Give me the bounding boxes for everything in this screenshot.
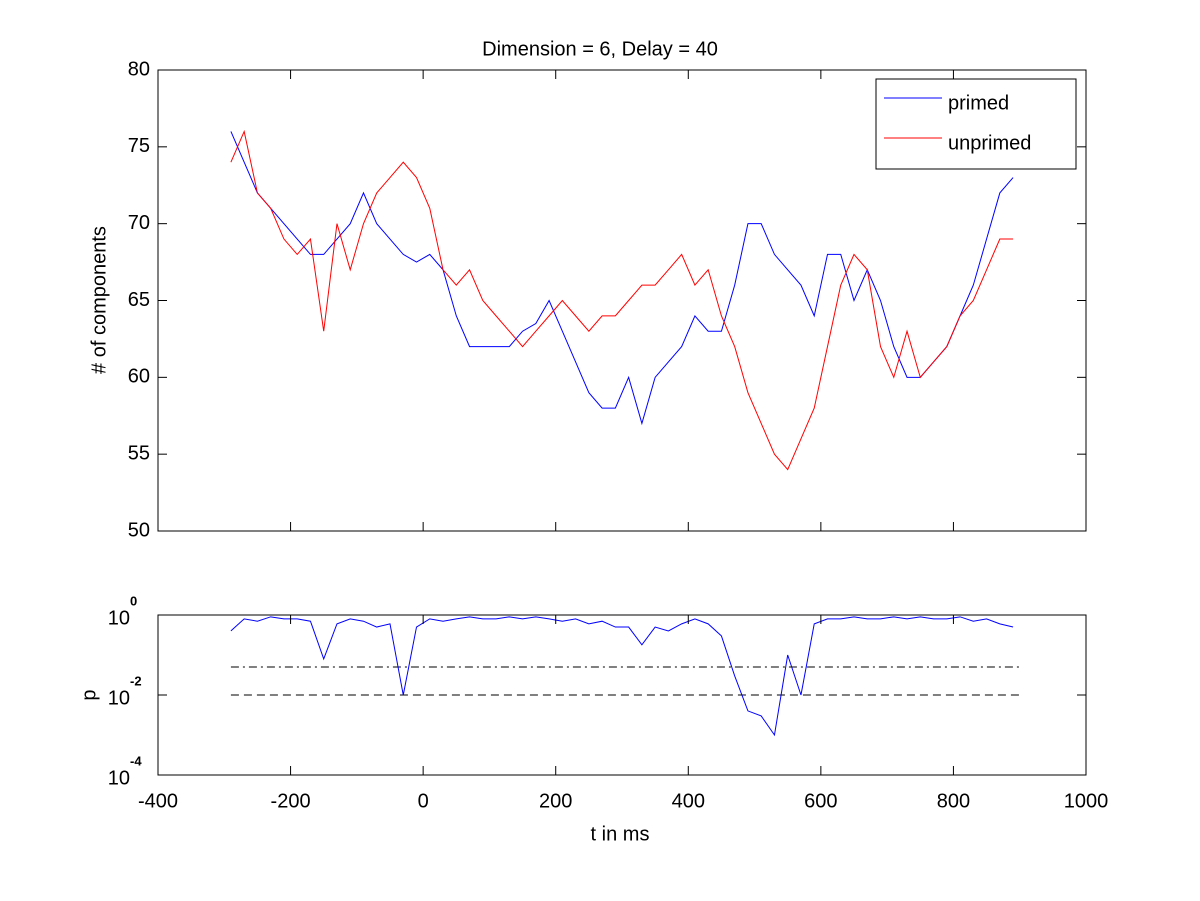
- data-line: [230, 616, 1014, 737]
- x-tick-label: 400: [672, 790, 705, 812]
- x-tick-label: 1000: [1064, 790, 1109, 812]
- y-tick-exponent: 0: [130, 593, 137, 608]
- legend-label: unprimed: [948, 132, 1031, 154]
- y-tick-label: 10: [108, 607, 130, 629]
- x-tick-label: 0: [418, 790, 429, 812]
- y-tick-label: 65: [128, 289, 150, 311]
- y-axis-label: p: [78, 689, 100, 700]
- y-tick-exponent: -2: [130, 673, 142, 688]
- x-axis-label: t in ms: [591, 823, 650, 845]
- data-line: [230, 131, 1014, 426]
- y-axis-label: # of components: [88, 226, 110, 374]
- y-tick-label: 10: [108, 767, 130, 789]
- x-tick-label: 200: [539, 790, 572, 812]
- y-tick-label: 50: [128, 519, 150, 541]
- y-tick-label: 75: [128, 135, 150, 157]
- x-tick-label: 800: [937, 790, 970, 812]
- chart-title: Dimension = 6, Delay = 40: [482, 38, 718, 60]
- y-tick-label: 10: [108, 687, 130, 709]
- y-tick-label: 70: [128, 212, 150, 234]
- y-tick-label: 55: [128, 442, 150, 464]
- y-tick-exponent: -4: [130, 753, 142, 768]
- x-tick-label: -400: [138, 790, 178, 812]
- y-tick-label: 60: [128, 366, 150, 388]
- legend-label: primed: [948, 92, 1009, 114]
- x-tick-label: 600: [804, 790, 837, 812]
- x-tick-label: -200: [271, 790, 311, 812]
- y-tick-label: 80: [128, 58, 150, 80]
- data-line: [230, 129, 1014, 471]
- legend-box: [875, 78, 1077, 170]
